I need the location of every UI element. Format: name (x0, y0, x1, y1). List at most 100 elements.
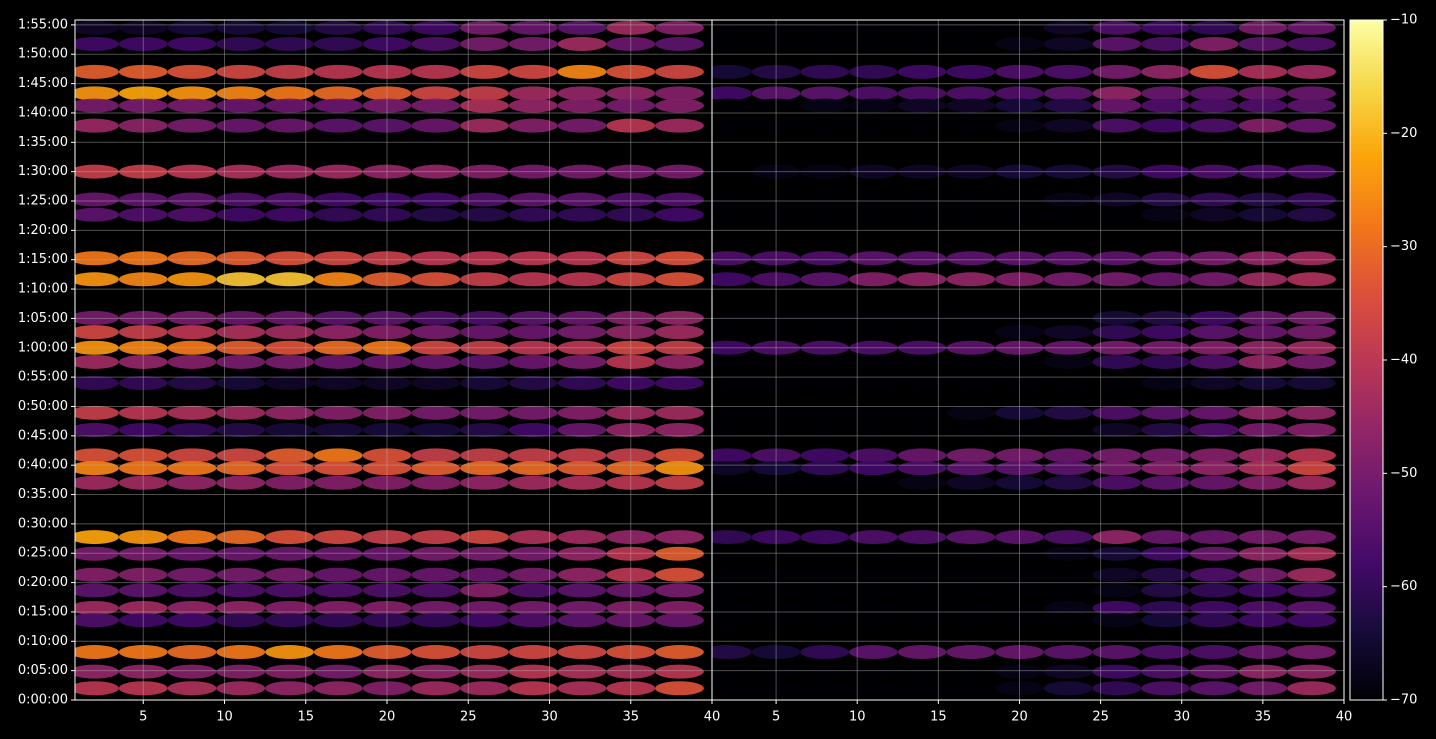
y-tick-label: 0:00:00 (18, 693, 68, 708)
cell (1043, 86, 1093, 101)
cell (897, 601, 947, 616)
cell (411, 325, 461, 340)
cell (1189, 461, 1239, 476)
cell (1141, 36, 1190, 51)
cell (606, 86, 656, 101)
cell (508, 664, 558, 679)
cell (1287, 207, 1336, 222)
cell (557, 567, 607, 582)
cell (800, 567, 850, 582)
cell (849, 583, 898, 598)
cell (1092, 86, 1142, 101)
cell (1043, 645, 1093, 660)
cell (655, 583, 704, 598)
cell (460, 475, 509, 490)
cell (897, 681, 947, 696)
cell (1141, 664, 1190, 679)
cell (606, 354, 656, 369)
cell (118, 681, 168, 696)
cell (655, 664, 704, 679)
cell (897, 405, 947, 420)
cell (655, 405, 704, 420)
cell (800, 681, 850, 696)
cell (751, 405, 801, 420)
cell (1092, 375, 1142, 390)
cell (849, 530, 898, 545)
cell (1092, 164, 1142, 179)
cell (508, 325, 558, 340)
cell (800, 613, 850, 628)
cell (460, 567, 509, 582)
cell (946, 98, 996, 113)
cell (557, 86, 607, 101)
cell (508, 567, 558, 582)
cell (946, 405, 996, 420)
cell (800, 310, 850, 325)
y-tick-label: 0:50:00 (18, 399, 68, 414)
cell (606, 36, 656, 51)
cell (216, 310, 266, 325)
cell (118, 251, 168, 266)
cell (265, 272, 314, 287)
cell (1043, 601, 1093, 616)
cell (167, 98, 217, 113)
y-tick-label: 1:10:00 (18, 282, 68, 297)
cell (508, 20, 558, 35)
cell (118, 475, 168, 490)
cell (849, 546, 898, 561)
cell (508, 530, 558, 545)
cell (946, 207, 996, 222)
cell (508, 251, 558, 266)
cell (1043, 310, 1093, 325)
cell (849, 461, 898, 476)
cell (1141, 405, 1190, 420)
cell (508, 86, 558, 101)
cell (606, 192, 656, 207)
cell (265, 325, 314, 340)
cell (1092, 613, 1142, 628)
cell (118, 310, 168, 325)
cell (946, 601, 996, 616)
cell (751, 681, 801, 696)
y-tick-label: 0:05:00 (18, 663, 68, 678)
cell (508, 613, 558, 628)
cell (460, 448, 509, 463)
cell (606, 164, 656, 179)
cell (216, 567, 266, 582)
cell (75, 461, 119, 476)
cell (167, 36, 217, 51)
cell (508, 375, 558, 390)
cell (167, 310, 217, 325)
cell (751, 86, 801, 101)
cell (265, 20, 314, 35)
cell (1287, 340, 1336, 355)
cell (1287, 645, 1336, 660)
cell (460, 118, 509, 133)
cell (362, 461, 412, 476)
cell (751, 422, 801, 437)
cell (1238, 583, 1288, 598)
y-tick-label: 1:45:00 (18, 76, 68, 91)
cell (265, 422, 314, 437)
cell (362, 567, 412, 582)
cell (946, 613, 996, 628)
cell (75, 448, 119, 463)
colorbar-tick-label: −70 (1390, 693, 1417, 708)
cell (1287, 64, 1336, 79)
cell (75, 36, 119, 51)
cell (167, 86, 217, 101)
y-tick-label: 0:55:00 (18, 370, 68, 385)
cell (75, 86, 119, 101)
cell (946, 251, 996, 266)
cell (460, 613, 509, 628)
cell (75, 422, 119, 437)
cell (1287, 375, 1336, 390)
cell (1189, 164, 1239, 179)
colorbar-tick-label: −50 (1390, 466, 1417, 481)
cell (995, 567, 1044, 582)
cell (167, 64, 217, 79)
cell (606, 272, 656, 287)
cell (1287, 86, 1336, 101)
cell (167, 405, 217, 420)
cell (118, 207, 168, 222)
